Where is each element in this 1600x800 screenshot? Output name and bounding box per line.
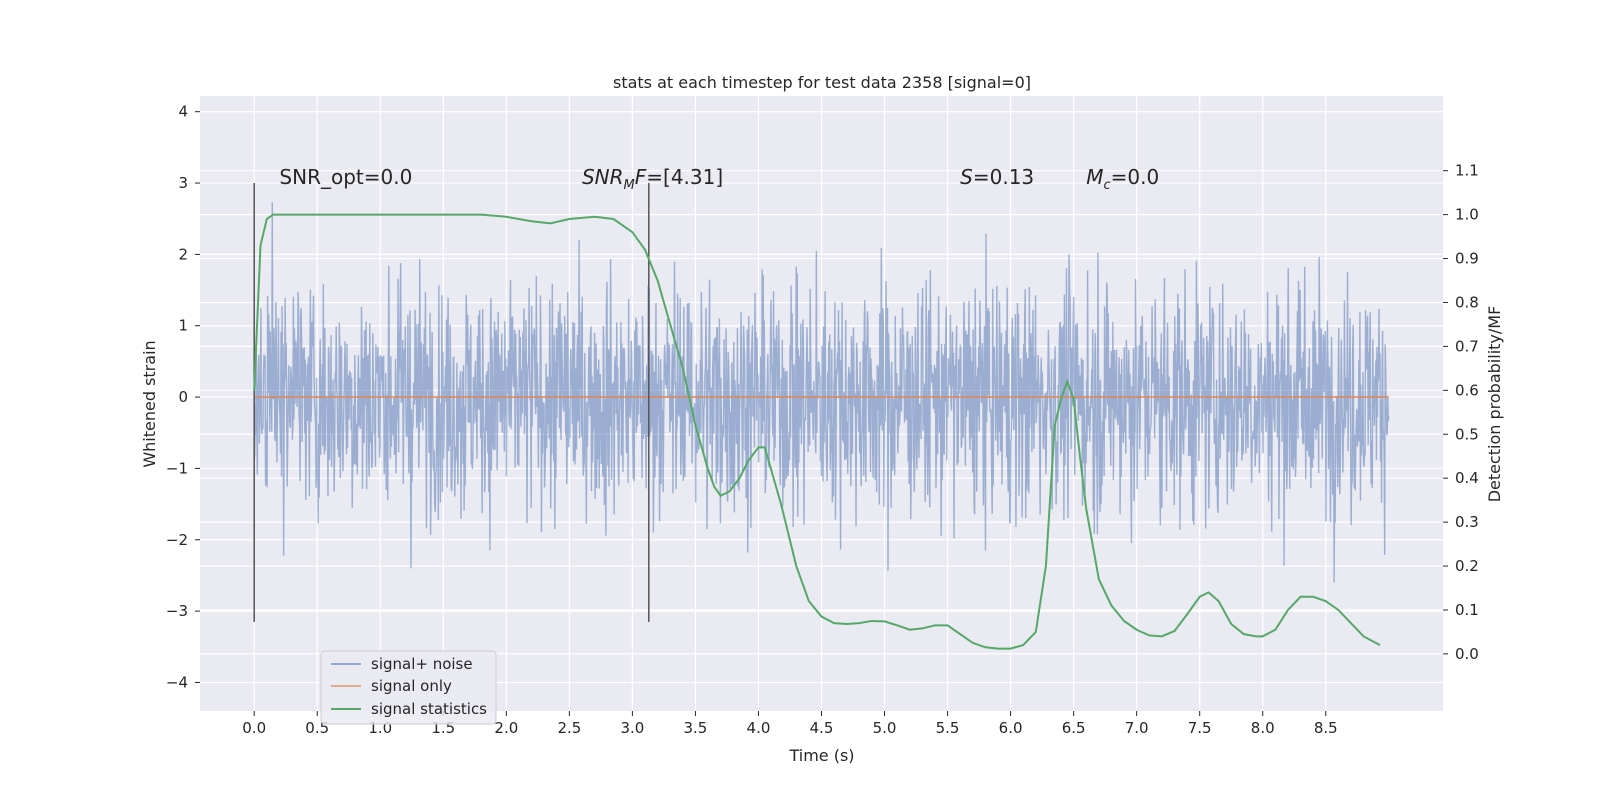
y-tick-label: −3 [166, 602, 188, 620]
x-tick-label: 3.0 [620, 719, 644, 737]
y2-tick-label: 0.0 [1455, 645, 1479, 663]
y2-tick-label: 0.1 [1455, 601, 1479, 619]
y-tick-label: −2 [166, 531, 188, 549]
y-tick-label: 3 [178, 174, 188, 192]
y-tick-label: −4 [166, 673, 188, 691]
x-tick-label: 8.5 [1314, 719, 1338, 737]
y2-tick-label: 1.0 [1455, 206, 1479, 224]
y-tick-label: 2 [178, 245, 188, 263]
annotation-snr-mf: SNRMF=[4.31] [582, 165, 723, 193]
y-tick-label: 4 [178, 103, 188, 121]
signal-noise-series [253, 202, 1390, 583]
signal-statistics-series [253, 213, 1381, 650]
x-tick-label: 5.5 [936, 719, 960, 737]
x-tick-label: 0.0 [242, 719, 266, 737]
annotations: SNR_opt=0.0 SNRMF=[4.31] S=0.13 Mc=0.0 [279, 165, 1159, 193]
y2-tick-label: 0.9 [1455, 250, 1479, 268]
x-tick-label: 7.5 [1188, 719, 1212, 737]
y-tick-label: −1 [166, 459, 188, 477]
legend-label-signal-only: signal only [371, 677, 452, 695]
annotation-mc: Mc=0.0 [1086, 165, 1159, 193]
x-tick-label: 8.0 [1251, 719, 1275, 737]
y2-tick-label: 1.1 [1455, 162, 1479, 180]
signal-statistics-line [253, 213, 1381, 650]
signal-noise-line [253, 202, 1390, 583]
x-tick-label: 3.5 [684, 719, 708, 737]
y-axis-label: Whitened strain [140, 340, 159, 467]
y-axis-ticks: 4 3 2 1 0 −1 −2 −3 −4 [166, 103, 200, 691]
legend-box [320, 650, 497, 725]
y2-tick-label: 0.8 [1455, 293, 1479, 311]
x-tick-label: 2.0 [494, 719, 518, 737]
annotation-snr-opt: SNR_opt=0.0 [279, 165, 412, 189]
legend: signal+ noise signal only signal statist… [320, 650, 497, 725]
x-tick-label: 7.0 [1125, 719, 1149, 737]
annotation-s: S=0.13 [960, 165, 1034, 189]
y2-tick-label: 0.2 [1455, 557, 1479, 575]
y2-tick-label: 0.5 [1455, 425, 1479, 443]
x-tick-label: 2.5 [557, 719, 581, 737]
y-tick-label: 1 [178, 317, 188, 335]
marker-lines [253, 183, 650, 622]
x-axis-ticks: 0.0 0.5 1.0 1.5 2.0 2.5 3.0 3.5 4.0 4.5 5.0 5.5 6.0 6… [242, 711, 1338, 737]
y2-tick-label: 0.3 [1455, 513, 1479, 531]
y2-tick-label: 0.4 [1455, 469, 1479, 487]
x-tick-label: 5.0 [873, 719, 897, 737]
y2-axis-ticks: 1.1 1.0 0.9 0.8 0.7 0.6 0.5 0.4 0.3 0.2 0.1 0.0 [1443, 162, 1479, 663]
y2-axis-label: Detection probability/MF [1485, 306, 1504, 503]
legend-label-signal-statistics: signal statistics [371, 700, 487, 718]
chart-title: stats at each timestep for test data 235… [613, 73, 1031, 92]
x-tick-label: 6.0 [999, 719, 1023, 737]
y-tick-label: 0 [178, 388, 188, 406]
x-axis-label: Time (s) [788, 746, 854, 765]
x-tick-label: 6.5 [1062, 719, 1086, 737]
x-tick-label: 4.5 [810, 719, 834, 737]
y2-tick-label: 0.6 [1455, 381, 1479, 399]
x-tick-label: 4.0 [747, 719, 771, 737]
y2-tick-label: 0.7 [1455, 337, 1479, 355]
legend-label-signal-noise: signal+ noise [371, 655, 473, 673]
